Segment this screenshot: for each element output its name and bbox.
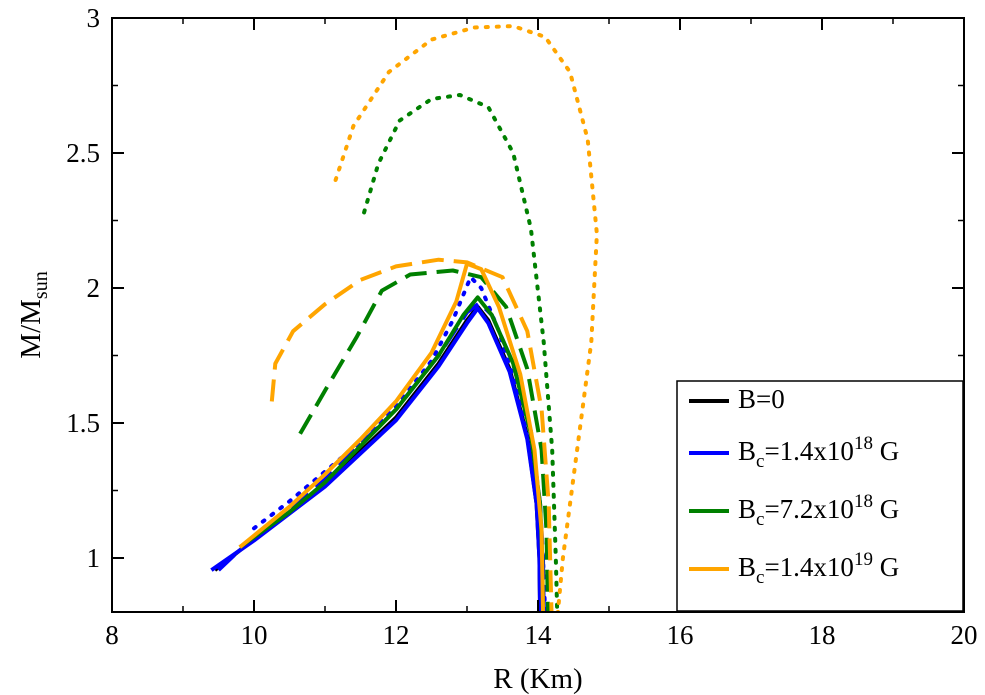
series-layer: [210, 24, 599, 612]
series-line-9-bc-1-4x10-19-g-dashed: [269, 257, 554, 612]
series-line-8-bc-1-4x10-19-g-solid: [238, 261, 545, 612]
series-line-1-b-0: [213, 304, 543, 612]
y-axis-title-base: M/M: [15, 299, 47, 359]
ticks-layer: 8 10 12 14 16 18 20 1 1.5 2 2.5 3: [66, 3, 977, 650]
legend-text-part: B: [738, 494, 756, 524]
legend-box: [676, 380, 964, 612]
legend-label-2: Bc=1.4x1018 G: [738, 433, 899, 472]
y-tick-label: 1.5: [66, 408, 100, 438]
legend-text-part: 19: [854, 549, 873, 570]
x-axis-title: R (Km): [493, 663, 582, 695]
legend-label-4: Bc=1.4x1019 G: [738, 549, 899, 588]
legend-text-part: B=0: [738, 384, 785, 414]
y-axis-title-sub: sun: [30, 271, 52, 299]
series-line-7-bc-7-2x10-18-g-dotted: [362, 93, 560, 612]
legend-text-part: 18: [854, 433, 873, 454]
legend: B=0Bc=1.4x1018 GBc=7.2x1018 GBc=1.4x1019…: [676, 380, 964, 612]
x-tick-label: 16: [667, 620, 694, 650]
legend-text-part: c: [756, 451, 764, 472]
y-tick-label: 2: [87, 273, 101, 303]
y-tick-label: 2.5: [66, 138, 100, 168]
legend-text-part: =7.2x10: [764, 494, 853, 524]
legend-text-part: c: [756, 567, 764, 588]
x-tick-label: 10: [241, 620, 268, 650]
y-tick-label: 1: [87, 543, 101, 573]
y-axis-title: M/Msun: [15, 271, 52, 358]
legend-text-part: B: [738, 436, 756, 466]
legend-text-part: G: [873, 552, 899, 582]
legend-label-3: Bc=7.2x1018 G: [738, 491, 899, 530]
series-line-6-bc-7-2x10-18-g-dashed: [298, 268, 550, 612]
x-tick-label: 18: [809, 620, 836, 650]
legend-text-part: G: [873, 494, 899, 524]
x-tick-label: 14: [525, 620, 553, 650]
series-line-2-bc-1-4x10-18-g-parallel: [210, 306, 543, 612]
series-line-3-bc-1-4x10-18-g-perpendicular: [217, 300, 546, 612]
legend-label-1: B=0: [738, 384, 785, 414]
legend-text-part: B: [738, 552, 756, 582]
legend-text-part: G: [873, 436, 899, 466]
x-tick-label: 12: [383, 620, 410, 650]
legend-text-part: =1.4x10: [764, 552, 853, 582]
legend-text-part: 18: [854, 491, 873, 512]
legend-text-part: =1.4x10: [764, 436, 853, 466]
x-tick-label: 20: [951, 620, 978, 650]
y-tick-label: 3: [87, 3, 101, 33]
legend-text-part: c: [756, 509, 764, 530]
series-line-10-bc-1-4x10-19-g-dotted: [333, 24, 599, 612]
x-tick-label: 8: [105, 620, 119, 650]
